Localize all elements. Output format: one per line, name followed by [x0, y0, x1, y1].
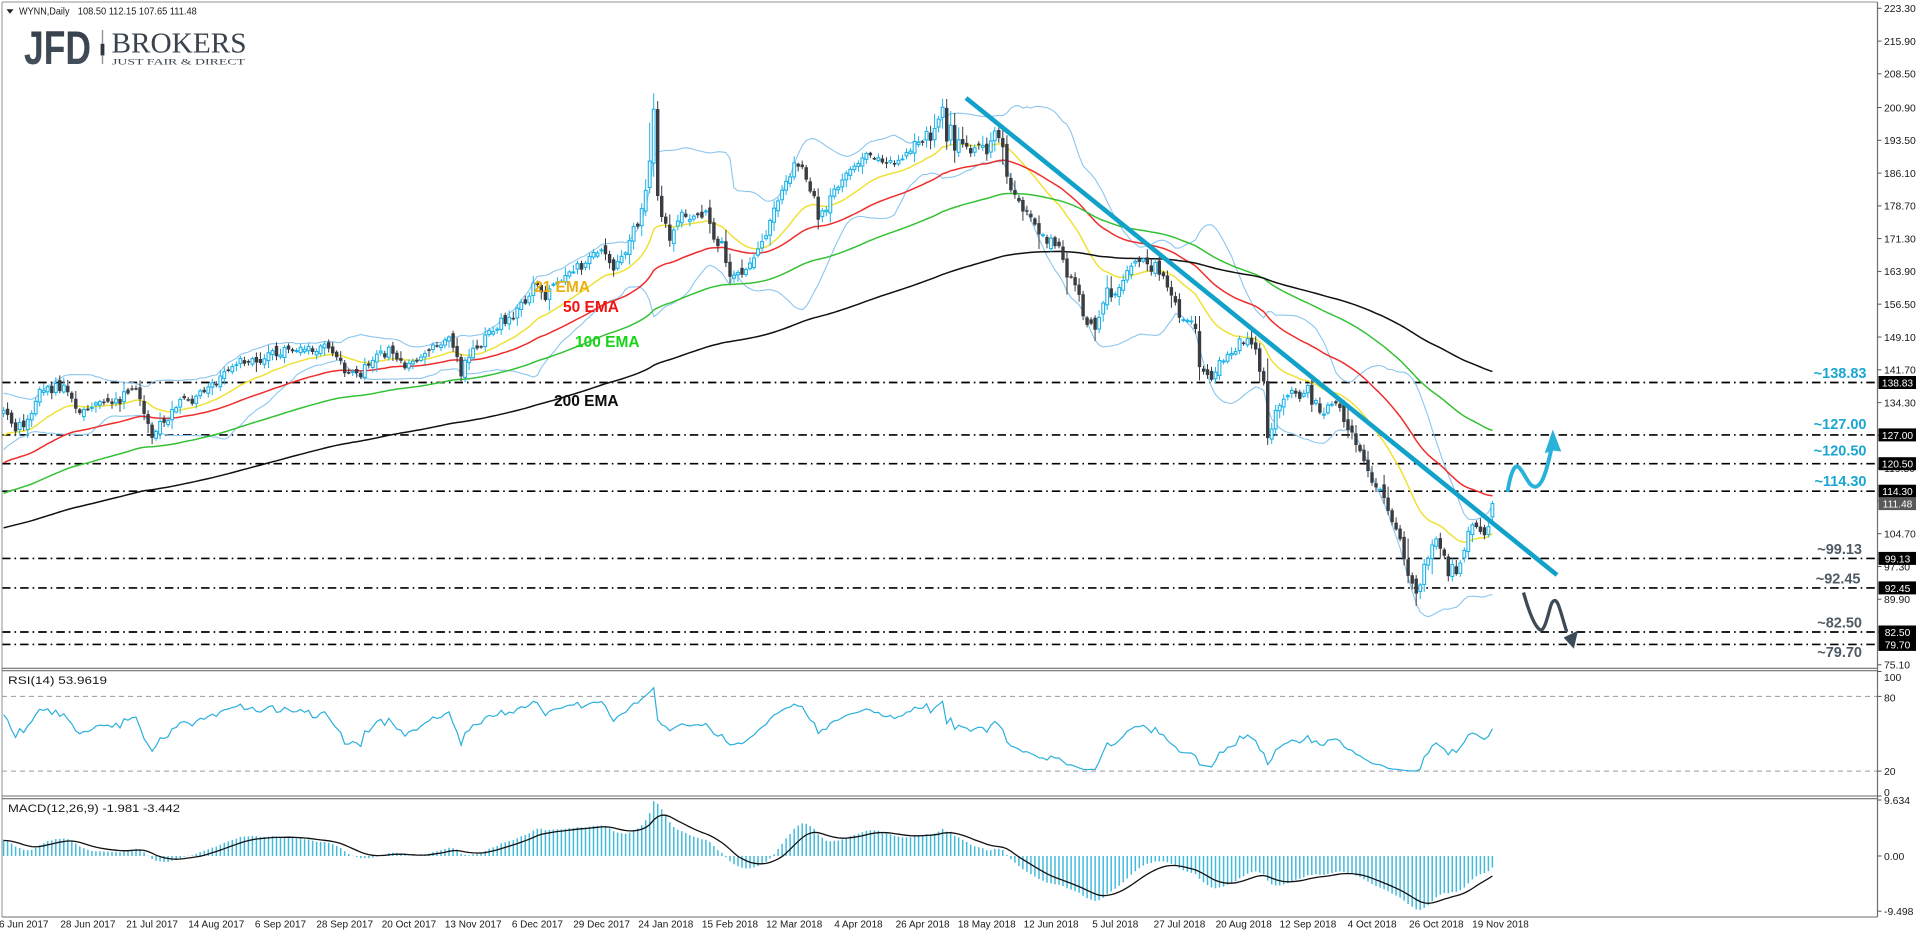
svg-text:19 Nov 2018: 19 Nov 2018: [1472, 920, 1529, 931]
svg-text:6 Dec 2017: 6 Dec 2017: [512, 920, 564, 931]
svg-text:120.50: 120.50: [1882, 460, 1913, 471]
svg-text:20 Aug 2018: 20 Aug 2018: [1216, 920, 1273, 931]
svg-text:20 Oct 2017: 20 Oct 2017: [382, 920, 437, 931]
svg-text:111.48: 111.48: [1883, 500, 1913, 511]
svg-text:171.30: 171.30: [1884, 234, 1916, 245]
svg-text:~79.70: ~79.70: [1817, 645, 1862, 661]
svg-text:RSI(14) 53.9619: RSI(14) 53.9619: [8, 675, 107, 687]
svg-text:26 Oct 2018: 26 Oct 2018: [1409, 920, 1464, 931]
svg-text:JFD: JFD: [24, 21, 91, 74]
svg-text:208.50: 208.50: [1884, 70, 1916, 81]
svg-text:134.30: 134.30: [1884, 398, 1916, 409]
svg-text:200.90: 200.90: [1884, 103, 1916, 114]
svg-text:80: 80: [1884, 694, 1896, 705]
svg-text:13 Nov 2017: 13 Nov 2017: [445, 920, 502, 931]
svg-text:12 Sep 2018: 12 Sep 2018: [1280, 920, 1337, 931]
svg-text:~114.30: ~114.30: [1814, 474, 1866, 490]
svg-text:82.50: 82.50: [1885, 628, 1911, 639]
svg-text:MACD(12,26,9) -1.981 -3.442: MACD(12,26,9) -1.981 -3.442: [8, 803, 180, 815]
svg-text:99.13: 99.13: [1885, 554, 1911, 565]
svg-text:29 Dec 2017: 29 Dec 2017: [573, 920, 630, 931]
svg-text:104.70: 104.70: [1884, 530, 1916, 541]
svg-text:138.83: 138.83: [1882, 379, 1913, 390]
svg-text:6 Jun 2017: 6 Jun 2017: [0, 920, 49, 931]
svg-text:~120.50: ~120.50: [1814, 444, 1867, 460]
svg-text:178.70: 178.70: [1884, 202, 1916, 213]
svg-text:223.30: 223.30: [1884, 4, 1916, 15]
svg-text:4 Apr 2018: 4 Apr 2018: [834, 920, 883, 931]
svg-text:6 Sep 2017: 6 Sep 2017: [255, 920, 307, 931]
svg-text:26 Apr 2018: 26 Apr 2018: [896, 920, 950, 931]
svg-text:114.30: 114.30: [1882, 487, 1913, 498]
svg-text:108.50 112.15 107.65 111.48: 108.50 112.15 107.65 111.48: [78, 6, 197, 18]
svg-text:100 EMA: 100 EMA: [575, 334, 640, 351]
svg-text:~92.45: ~92.45: [1816, 571, 1861, 587]
svg-text:79.70: 79.70: [1885, 640, 1911, 651]
svg-text:75.10: 75.10: [1884, 661, 1910, 672]
svg-text:-9.498: -9.498: [1884, 907, 1914, 918]
svg-text:89.90: 89.90: [1884, 595, 1910, 606]
svg-text:21 EMA: 21 EMA: [534, 279, 590, 296]
svg-text:14 Aug 2017: 14 Aug 2017: [188, 920, 245, 931]
svg-text:12 Mar 2018: 12 Mar 2018: [766, 920, 823, 931]
svg-text:193.50: 193.50: [1884, 136, 1916, 147]
svg-text:9.634: 9.634: [1884, 796, 1910, 807]
svg-text:21 Jul 2017: 21 Jul 2017: [126, 920, 178, 931]
svg-text:163.90: 163.90: [1884, 267, 1916, 278]
svg-text:0.00: 0.00: [1884, 852, 1904, 863]
svg-text:186.10: 186.10: [1884, 169, 1916, 180]
svg-text:~99.13: ~99.13: [1817, 542, 1862, 558]
svg-text:156.50: 156.50: [1884, 300, 1916, 311]
svg-text:BROKERS: BROKERS: [112, 29, 247, 60]
svg-text:5 Jul 2018: 5 Jul 2018: [1092, 920, 1139, 931]
svg-text:141.70: 141.70: [1884, 366, 1916, 377]
svg-text:JUST FAIR & DIRECT: JUST FAIR & DIRECT: [112, 57, 246, 67]
svg-text:28 Jun 2017: 28 Jun 2017: [60, 920, 115, 931]
svg-text:200 EMA: 200 EMA: [554, 393, 619, 410]
svg-text:24 Jan 2018: 24 Jan 2018: [638, 920, 693, 931]
svg-text:WYNN,Daily: WYNN,Daily: [19, 6, 70, 18]
svg-text:92.45: 92.45: [1885, 584, 1911, 595]
svg-text:~82.50: ~82.50: [1817, 616, 1862, 632]
svg-text:15 Feb 2018: 15 Feb 2018: [702, 920, 759, 931]
svg-text:215.90: 215.90: [1884, 37, 1916, 48]
svg-text:12 Jun 2018: 12 Jun 2018: [1024, 920, 1079, 931]
svg-text:~127.00: ~127.00: [1814, 417, 1867, 433]
svg-text:20: 20: [1884, 767, 1896, 778]
svg-text:28 Sep 2017: 28 Sep 2017: [316, 920, 373, 931]
svg-text:50 EMA: 50 EMA: [563, 299, 619, 316]
svg-text:149.10: 149.10: [1884, 333, 1916, 344]
svg-text:4 Oct 2018: 4 Oct 2018: [1348, 920, 1397, 931]
svg-text:100: 100: [1884, 673, 1902, 684]
svg-text:27 Jul 2018: 27 Jul 2018: [1154, 920, 1206, 931]
svg-text:127.00: 127.00: [1882, 431, 1913, 442]
svg-text:~138.83: ~138.83: [1814, 366, 1867, 382]
svg-text:18 May 2018: 18 May 2018: [958, 920, 1016, 931]
